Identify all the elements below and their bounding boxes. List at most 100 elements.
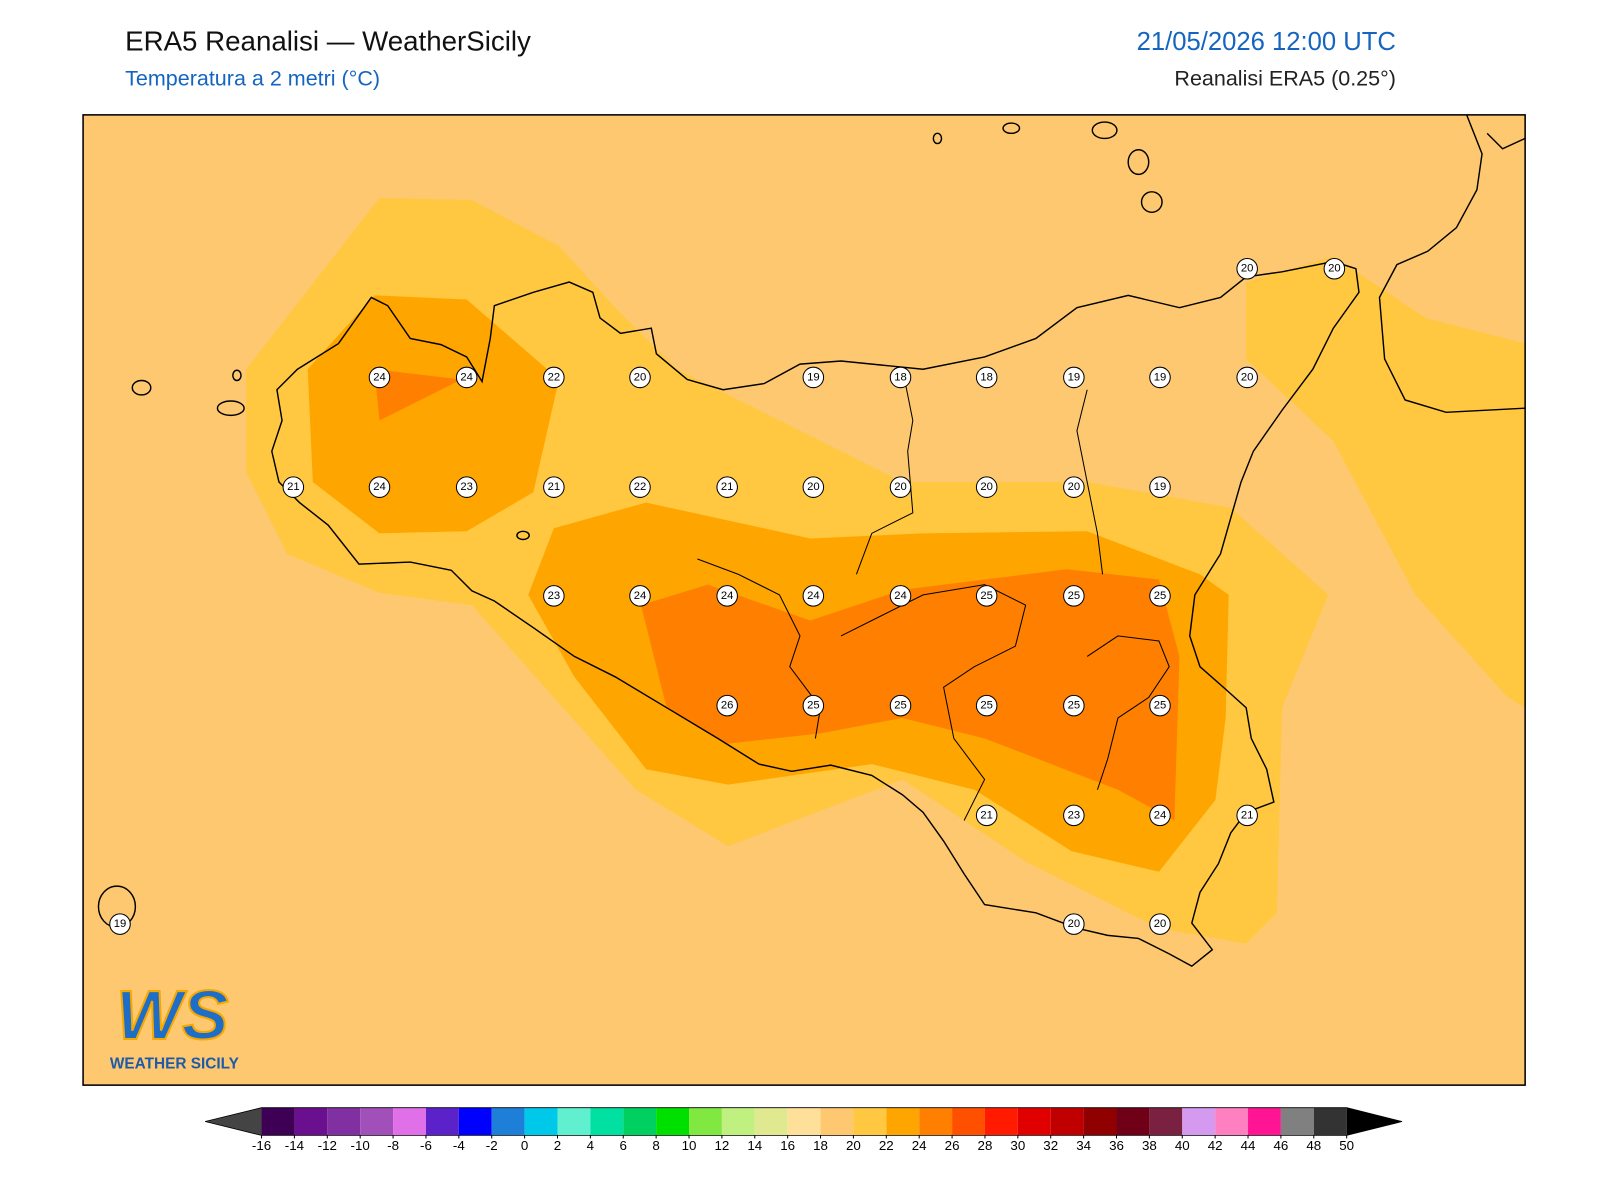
island: [1091, 121, 1118, 140]
island: [232, 369, 242, 382]
colorbar-box: [1215, 1107, 1249, 1136]
station-marker: [889, 694, 912, 717]
station-marker: [716, 694, 738, 717]
station-value: 25: [1154, 700, 1167, 712]
station-value: 20: [894, 481, 907, 493]
station-marker: [1063, 913, 1085, 935]
station-value: 18: [980, 371, 993, 383]
colorbar-box: [1248, 1107, 1281, 1136]
colorbar-tick-label: 20: [846, 1138, 861, 1153]
station-marker: [802, 366, 825, 389]
station-marker: [1323, 257, 1346, 280]
station-value: 21: [548, 481, 561, 493]
station-marker: [109, 913, 131, 935]
station-marker: [368, 366, 391, 389]
colorbar-tick-label: 26: [945, 1138, 960, 1153]
calabria-coast-north: [1486, 132, 1526, 150]
station-marker: [975, 476, 998, 498]
station-value: 24: [807, 590, 820, 602]
colorbar-box: [1116, 1107, 1150, 1136]
temperature-band: [641, 569, 1180, 821]
colorbar-box: [787, 1107, 821, 1136]
colorbar-tick-label: 24: [912, 1138, 927, 1153]
station-value: 25: [1068, 700, 1081, 712]
station-value: 22: [548, 371, 561, 383]
colorbar-tick-label: 14: [747, 1138, 762, 1153]
colorbar-box: [853, 1107, 887, 1136]
station-marker: [1149, 476, 1171, 498]
colorbar-box: [689, 1107, 722, 1136]
calabria-coast: [1378, 114, 1526, 414]
coastlines: [97, 114, 1526, 968]
island: [131, 379, 152, 396]
colorbar-tick-label: -16: [252, 1138, 271, 1153]
station-value: 21: [287, 481, 300, 493]
colorbar-tick-label: 30: [1010, 1138, 1025, 1153]
station-marker: [629, 366, 651, 389]
station-marker: [1149, 694, 1171, 717]
station-value: 26: [721, 700, 734, 712]
station-marker: [543, 476, 565, 498]
station-value: 24: [460, 371, 473, 383]
station-value: 20: [807, 481, 820, 493]
colorbar-box: [623, 1107, 657, 1136]
station-value: 20: [1328, 263, 1341, 275]
station-marker: [1236, 257, 1258, 280]
station-value: 20: [1241, 263, 1254, 275]
colorbar-box: [1017, 1107, 1051, 1136]
colorbar-box: [557, 1107, 591, 1136]
island: [1140, 191, 1163, 214]
station-value: 24: [373, 371, 386, 383]
station-value: 25: [980, 700, 993, 712]
temperature-band: [374, 369, 462, 421]
station-value: 24: [1154, 809, 1167, 821]
station-marker: [889, 366, 912, 389]
station-value: 23: [1068, 809, 1081, 821]
colorbar-box: [458, 1107, 492, 1136]
colorbar-tick-label: 18: [813, 1138, 828, 1153]
station-marker: [1236, 366, 1258, 389]
colorbar-box: [524, 1107, 558, 1136]
station-value: 19: [1154, 371, 1167, 383]
colorbar-tick-label: -12: [318, 1138, 337, 1153]
station-value: 20: [1068, 918, 1081, 930]
colorbar-box: [294, 1107, 328, 1136]
station-marker: [368, 476, 391, 498]
colorbar-tick-label: 36: [1109, 1138, 1124, 1153]
station-marker: [802, 476, 825, 498]
colorbar-box: [1050, 1107, 1084, 1136]
colorbar-tick-label: -4: [453, 1138, 465, 1153]
station-value: 24: [373, 481, 386, 493]
station-value: 23: [548, 590, 561, 602]
colorbar-tick-label: 0: [521, 1138, 528, 1153]
colorbar-tick-label: 40: [1175, 1138, 1190, 1153]
station-marker: [1063, 476, 1085, 498]
temperature-band: [1246, 256, 1526, 708]
province-borders: [697, 369, 1170, 821]
station-value: 18: [894, 371, 907, 383]
station-value: 25: [1068, 590, 1081, 602]
colorbar-tick-label: -10: [351, 1138, 370, 1153]
station-value: 21: [980, 809, 993, 821]
station-marker: [629, 585, 651, 607]
station-value: 19: [114, 918, 127, 930]
station-marker: [629, 476, 651, 498]
station-marker: [455, 476, 478, 498]
station-marker: [1063, 804, 1085, 827]
colorbar-tick-label: 8: [652, 1138, 659, 1153]
station-value: 20: [1154, 918, 1167, 930]
datetime: 21/05/2026 12:00 UTC: [1137, 28, 1396, 56]
colorbar-box: [425, 1107, 459, 1136]
island: [932, 132, 943, 145]
colorbar-tick-label: 12: [714, 1138, 729, 1153]
colorbar-over: [1346, 1107, 1403, 1136]
colorbar-tick-label: -6: [420, 1138, 432, 1153]
colorbar-box: [590, 1107, 624, 1136]
colorbar-tick-label: 44: [1241, 1138, 1256, 1153]
colorbar-tick-label: 6: [620, 1138, 627, 1153]
station-value: 20: [634, 371, 647, 383]
station-value: 25: [894, 700, 907, 712]
station-value: 21: [1241, 809, 1254, 821]
colorbar-box: [393, 1107, 426, 1136]
